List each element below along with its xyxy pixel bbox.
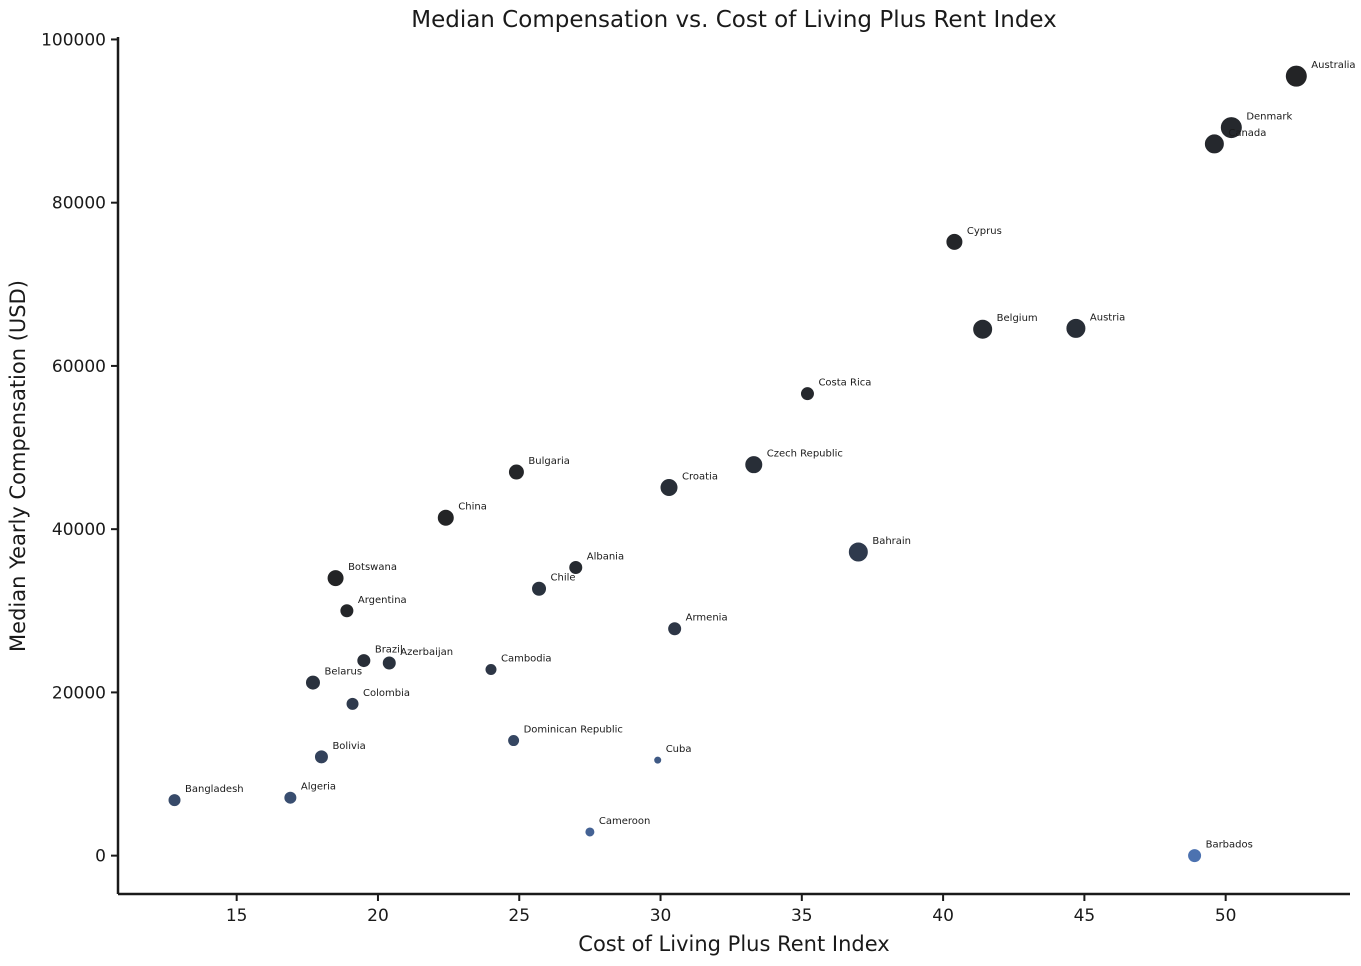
- data-point-azerbaijan: [381, 655, 397, 671]
- data-point-cuba: [653, 755, 663, 765]
- y-tick-label: 20000: [52, 683, 106, 703]
- data-point-australia: [1284, 64, 1308, 88]
- data-label: Armenia: [686, 613, 728, 624]
- data-point-cameroon: [584, 826, 596, 838]
- data-point-botswana: [326, 569, 345, 588]
- data-label: Albania: [587, 552, 624, 563]
- data-point-austria: [1065, 317, 1087, 339]
- data-point-china: [436, 508, 455, 527]
- data-label: Belarus: [324, 667, 362, 678]
- data-label: Argentina: [358, 595, 407, 606]
- y-axis-label: Median Yearly Compensation (USD): [6, 280, 30, 652]
- data-label: Dominican Republic: [524, 725, 623, 736]
- x-tick-label: 15: [226, 906, 248, 926]
- data-point-belarus: [304, 674, 321, 691]
- data-label: China: [458, 502, 487, 513]
- x-axis-label: Cost of Living Plus Rent Index: [578, 932, 889, 956]
- data-label: Algeria: [301, 782, 336, 793]
- data-label: Botswana: [348, 562, 397, 573]
- axes: 15 20 25 30 35 40 45 50 0 20000 40000 60000 80000 100…: [41, 30, 1350, 926]
- y-tick-label: 0: [95, 847, 106, 867]
- data-point-bulgaria: [507, 463, 525, 481]
- data-label: Cameroon: [599, 816, 650, 827]
- data-point-armenia: [667, 621, 683, 637]
- data-point-barbados: [1187, 848, 1203, 864]
- data-label: Australia: [1311, 60, 1355, 71]
- data-point-labels: Australia Denmark Canada Cyprus Belgium Austr…: [185, 60, 1356, 850]
- data-point-costa-rica: [799, 386, 815, 402]
- data-label: Cambodia: [501, 654, 552, 665]
- data-label: Barbados: [1206, 840, 1253, 851]
- data-point-colombia: [345, 696, 360, 711]
- data-label: Colombia: [363, 688, 410, 699]
- data-point-cambodia: [484, 663, 498, 677]
- data-label: Belgium: [997, 313, 1038, 324]
- data-point-cyprus: [945, 232, 964, 251]
- chart-title: Median Compensation vs. Cost of Living P…: [411, 7, 1057, 33]
- data-point-belgium: [972, 318, 994, 340]
- x-tick-label: 20: [367, 906, 389, 926]
- x-tick-label: 35: [791, 906, 813, 926]
- data-point-canada: [1203, 133, 1225, 155]
- y-tick-label: 60000: [52, 357, 106, 377]
- data-point-denmark: [1219, 116, 1243, 140]
- data-label: Azerbaijan: [400, 647, 453, 658]
- data-label: Costa Rica: [818, 378, 871, 389]
- data-label: Bolivia: [332, 741, 365, 752]
- data-points: [167, 64, 1308, 864]
- y-tick-label: 80000: [52, 194, 106, 214]
- x-tick-label: 25: [508, 906, 530, 926]
- data-label: Chile: [551, 573, 576, 584]
- data-label: Czech Republic: [767, 449, 843, 460]
- data-label: Brazil: [375, 645, 403, 656]
- data-label: Cuba: [666, 744, 692, 755]
- data-point-brazil: [356, 653, 372, 669]
- data-label: Austria: [1090, 312, 1125, 323]
- data-point-bolivia: [313, 749, 329, 765]
- x-tick-label: 45: [1074, 906, 1096, 926]
- data-label: Bangladesh: [185, 784, 244, 795]
- data-point-bangladesh: [167, 793, 182, 808]
- data-point-bahrain: [847, 541, 869, 563]
- data-point-chile: [531, 580, 548, 597]
- data-point-albania: [568, 560, 584, 576]
- data-label: Cyprus: [967, 226, 1002, 237]
- data-point-argentina: [339, 603, 355, 619]
- data-point-dominican-republic: [507, 734, 521, 748]
- y-tick-label: 40000: [52, 520, 106, 540]
- data-point-algeria: [283, 790, 298, 805]
- data-label: Canada: [1228, 128, 1266, 139]
- data-label: Denmark: [1246, 112, 1292, 123]
- y-tick-label: 100000: [41, 30, 106, 50]
- data-label: Bulgaria: [528, 456, 569, 467]
- data-point-croatia: [659, 478, 679, 498]
- x-tick-label: 30: [650, 906, 672, 926]
- x-tick-label: 50: [1215, 906, 1237, 926]
- data-point-czech-republic: [744, 455, 764, 475]
- data-label: Croatia: [682, 472, 718, 483]
- x-tick-label: 40: [932, 906, 954, 926]
- data-label: Bahrain: [872, 536, 911, 547]
